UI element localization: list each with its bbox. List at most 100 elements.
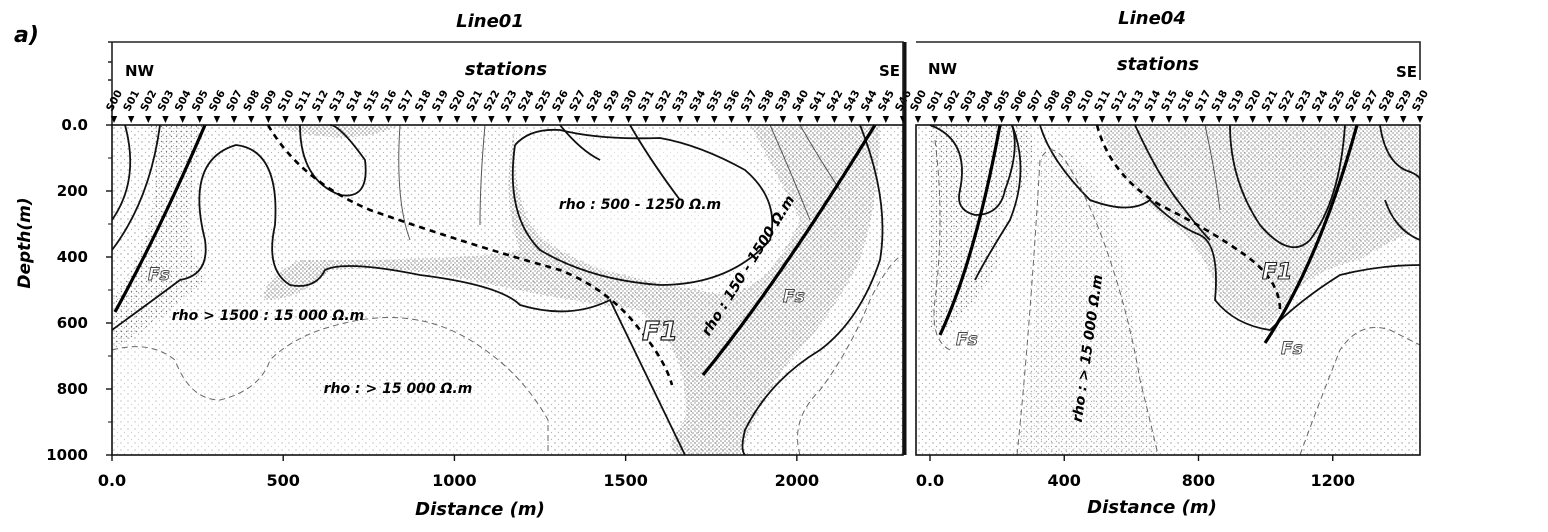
x-tick-label: 1200: [1310, 471, 1355, 490]
station-marker-icon: [693, 116, 701, 123]
station-marker-icon: [368, 116, 375, 123]
line01-header-frame: [108, 41, 904, 125]
line04-fault-fs-nw: [938, 124, 1002, 336]
station-label: S12: [310, 88, 331, 113]
contour: [1204, 124, 1221, 211]
station-marker-icon: [1098, 116, 1106, 123]
station-marker-icon: [1048, 116, 1056, 123]
line04-se-label: SE: [1396, 63, 1417, 81]
station-label: S18: [413, 88, 434, 113]
station-marker-icon: [265, 116, 272, 123]
station-label: S41: [807, 88, 828, 113]
station-marker-icon: [659, 116, 667, 123]
station-marker-icon: [316, 116, 324, 123]
x-tick-label: 800: [1182, 471, 1215, 490]
station-marker-icon: [1232, 116, 1240, 123]
station-label: S00: [908, 88, 929, 113]
line01-panel: Line01 stations NW SE S00S01S02S03S04S05…: [46, 11, 914, 520]
station-label: S24: [1310, 88, 1331, 113]
contour: [1379, 124, 1421, 181]
station-label: S37: [739, 88, 760, 113]
station-label: S02: [138, 88, 159, 113]
station-marker-icon: [248, 116, 255, 123]
line01-nw-label: NW: [125, 62, 155, 80]
station-marker-icon: [1065, 116, 1072, 123]
station-marker-icon: [1165, 116, 1173, 123]
station-label: S10: [276, 88, 297, 113]
station-label: S30: [1410, 88, 1431, 113]
contour: [1384, 199, 1421, 241]
station-marker-icon: [882, 116, 890, 123]
station-label: S04: [173, 88, 194, 113]
station-label: S15: [1159, 88, 1180, 113]
station-marker-icon: [419, 116, 426, 123]
station-marker-icon: [591, 116, 598, 123]
line04-nw-label: NW: [928, 60, 958, 78]
station-label: S08: [241, 88, 262, 113]
station-label: S12: [1109, 88, 1130, 113]
station-label: S02: [942, 88, 963, 113]
station-marker-icon: [796, 116, 804, 123]
station-marker-icon: [1333, 116, 1340, 123]
y-tick-label: 200: [57, 182, 88, 200]
station-label: S45: [876, 88, 897, 113]
contour: [559, 124, 601, 161]
station-label: S16: [1176, 88, 1197, 113]
x-tick-label: 2000: [775, 471, 820, 490]
contour: [111, 124, 161, 251]
line01-x-axis-label: Distance (m): [415, 499, 545, 520]
station-label: S21: [464, 88, 485, 113]
line04-header-frame: [916, 41, 1421, 80]
line04-panel: Line04 stations NW SE S00S01S02S03S04S05…: [908, 8, 1431, 518]
station-marker-icon: [350, 116, 358, 123]
line01-fs-right-label: Fs: [783, 287, 805, 307]
line04-fault-fs-se: [1263, 124, 1359, 344]
station-label: S11: [293, 88, 314, 113]
x-tick-label: 1500: [603, 471, 648, 490]
station-label: S20: [447, 88, 468, 113]
line04-x-axis-label: Distance (m): [1087, 497, 1217, 518]
station-marker-icon: [1299, 116, 1307, 123]
station-marker-icon: [745, 116, 752, 123]
line04-zone-vertical: [1016, 152, 1160, 455]
station-label: S23: [1293, 88, 1314, 113]
x-tick-label: 1000: [432, 471, 477, 490]
x-tick-label: 0.0: [916, 471, 944, 490]
line04-fs-right-label: Fs: [1281, 339, 1303, 359]
station-marker-icon: [196, 116, 203, 123]
station-label: S03: [156, 88, 177, 113]
station-marker-icon: [1366, 116, 1373, 123]
y-tick-label: 800: [57, 380, 88, 398]
station-marker-icon: [676, 116, 684, 123]
line01-zone-deep: [112, 343, 548, 455]
station-label: S25: [1326, 88, 1347, 113]
station-marker-icon: [848, 116, 855, 123]
station-label: S31: [636, 88, 657, 113]
contour: [1299, 327, 1421, 456]
line01-zone-resistive-top: [514, 134, 772, 278]
station-label: S42: [824, 88, 845, 113]
x-tick-label: 400: [1048, 471, 1081, 490]
contour: [974, 124, 1022, 281]
station-marker-icon: [230, 116, 238, 123]
station-label: S43: [842, 88, 863, 113]
contour: [741, 124, 884, 456]
station-label: S18: [1209, 88, 1230, 113]
y-tick-label: 1000: [46, 446, 88, 464]
contour: [933, 139, 951, 351]
station-marker-icon: [213, 116, 221, 123]
station-marker-icon: [779, 116, 787, 123]
station-marker-icon: [1031, 116, 1039, 123]
station-label: S38: [756, 88, 777, 113]
station-label: S08: [1042, 88, 1063, 113]
station-label: S19: [430, 88, 451, 113]
line01-contours: [111, 124, 884, 456]
contour: [299, 124, 367, 197]
station-marker-icon: [505, 116, 512, 123]
station-marker-icon: [608, 116, 615, 123]
station-marker-icon: [145, 116, 152, 123]
station-label: S05: [190, 88, 211, 113]
line04-zone-nw: [930, 125, 1033, 330]
station-marker-icon: [711, 116, 718, 123]
